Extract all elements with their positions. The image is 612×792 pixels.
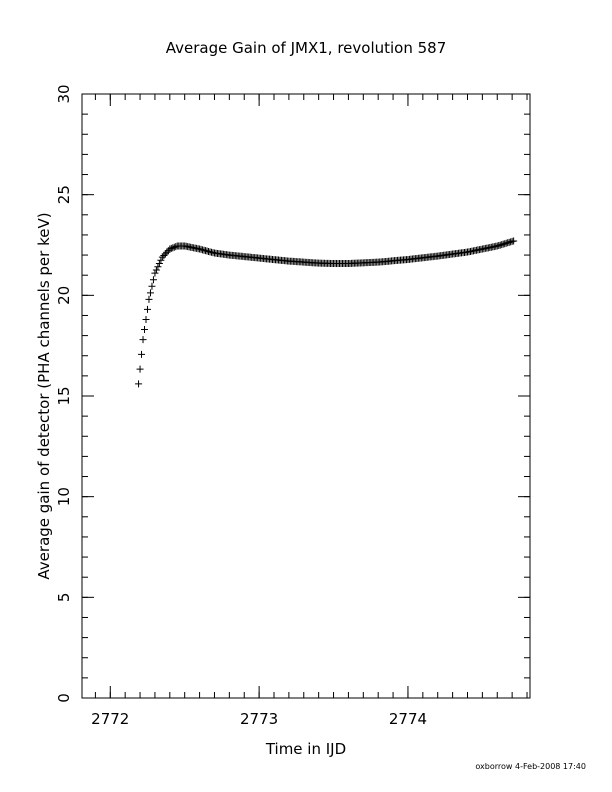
x-tick-label: 2772 bbox=[91, 710, 129, 728]
footer-stamp: oxborrow 4-Feb-2008 17:40 bbox=[475, 762, 586, 771]
y-tick-label: 30 bbox=[55, 84, 73, 103]
x-axis-label: Time in IJD bbox=[265, 740, 346, 758]
minor-ticks bbox=[82, 93, 530, 699]
data-point bbox=[149, 276, 157, 284]
data-point bbox=[170, 243, 178, 251]
x-tick-labels: 2772 2773 2774 bbox=[91, 710, 427, 728]
data-point bbox=[141, 326, 149, 334]
data-point bbox=[169, 244, 177, 252]
y-tick-label: 25 bbox=[55, 185, 73, 204]
data-point bbox=[136, 365, 144, 373]
data-point bbox=[135, 380, 143, 388]
plot-frame bbox=[81, 93, 531, 699]
x-tick-label: 2774 bbox=[389, 710, 427, 728]
data-point bbox=[146, 289, 154, 297]
data-point bbox=[142, 315, 150, 323]
y-tick-labels: 0 5 10 15 20 25 30 bbox=[55, 84, 73, 702]
y-tick-label: 20 bbox=[55, 286, 73, 305]
data-point bbox=[154, 263, 162, 271]
data-point bbox=[158, 253, 166, 261]
data-point bbox=[167, 244, 175, 252]
y-tick-label: 10 bbox=[55, 487, 73, 506]
data-point bbox=[152, 266, 160, 274]
y-tick-label: 5 bbox=[55, 593, 73, 603]
data-point bbox=[510, 237, 518, 245]
data-series bbox=[135, 237, 518, 388]
data-point bbox=[151, 269, 159, 277]
data-point bbox=[160, 251, 168, 259]
data-point bbox=[166, 245, 174, 253]
chart-title: Average Gain of JMX1, revolution 587 bbox=[166, 39, 447, 57]
x-tick-label: 2773 bbox=[240, 710, 278, 728]
y-axis-label: Average gain of detector (PHA channels p… bbox=[35, 212, 53, 579]
data-point bbox=[138, 350, 146, 358]
y-tick-label: 0 bbox=[55, 693, 73, 703]
data-point bbox=[145, 295, 153, 303]
data-point bbox=[143, 305, 151, 313]
data-point bbox=[161, 250, 169, 258]
data-point bbox=[172, 243, 180, 251]
data-point bbox=[139, 336, 147, 344]
data-point bbox=[155, 260, 163, 268]
data-point bbox=[163, 248, 171, 256]
major-ticks bbox=[82, 93, 530, 699]
data-point bbox=[148, 282, 156, 290]
data-point bbox=[157, 256, 165, 264]
y-tick-label: 15 bbox=[55, 386, 73, 405]
